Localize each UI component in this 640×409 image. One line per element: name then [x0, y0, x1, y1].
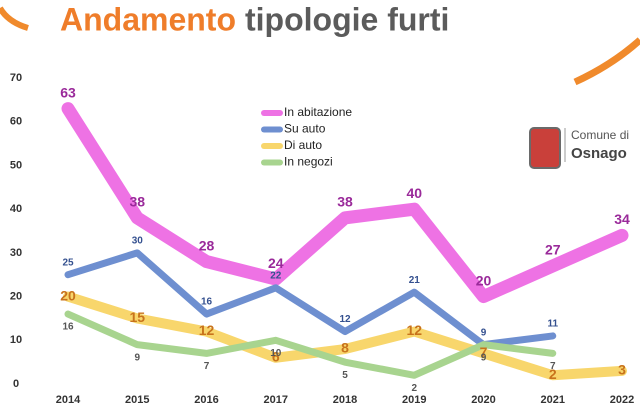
- data-label: 12: [339, 314, 351, 325]
- data-label: 2: [411, 383, 417, 394]
- chart-title: Andamento: [60, 1, 236, 37]
- x-tick-label: 2016: [194, 394, 218, 406]
- data-label: 21: [409, 275, 421, 286]
- y-tick-label: 10: [10, 334, 22, 346]
- legend-label: Di auto: [284, 138, 322, 152]
- series-line: [61, 102, 629, 304]
- data-label: 11: [547, 319, 558, 330]
- data-label: 15: [129, 309, 145, 325]
- data-label: 2: [549, 366, 557, 382]
- data-label: 10: [270, 348, 282, 359]
- legend-label: In abitazione: [284, 105, 352, 119]
- data-label: 40: [406, 185, 422, 201]
- legend-label: In negozi: [284, 155, 333, 169]
- y-tick-label: 30: [10, 247, 22, 259]
- logo-shield: [529, 127, 561, 169]
- chart-title: tipologie furti: [245, 1, 449, 37]
- data-label: 27: [545, 242, 561, 258]
- data-label: 7: [550, 361, 556, 372]
- series-line: [63, 291, 627, 381]
- data-label: 20: [60, 287, 76, 303]
- y-tick-label: 40: [10, 203, 22, 215]
- data-label: 9: [134, 352, 140, 363]
- series-line: [64, 249, 557, 349]
- data-label: 12: [406, 322, 422, 338]
- data-label: 7: [204, 361, 210, 372]
- data-label: 28: [199, 237, 215, 253]
- decor-arc: [0, 6, 29, 31]
- data-label: 3: [618, 362, 626, 378]
- y-tick-label: 70: [10, 72, 22, 84]
- x-tick-label: 2019: [402, 394, 426, 406]
- x-tick-label: 2017: [264, 394, 288, 406]
- data-label: 6: [272, 348, 280, 364]
- logo-text: Comune di: [571, 128, 629, 142]
- data-label: 22: [270, 270, 282, 281]
- x-tick-label: 2022: [610, 394, 634, 406]
- x-tick-label: 2015: [125, 394, 149, 406]
- series-line: [64, 310, 557, 379]
- data-label: 5: [342, 370, 348, 381]
- data-label: 9: [481, 327, 487, 338]
- data-label: 16: [201, 297, 213, 308]
- data-label: 38: [129, 194, 145, 210]
- data-label: 12: [199, 322, 215, 338]
- data-label: 20: [476, 272, 492, 288]
- x-tick-label: 2020: [471, 394, 495, 406]
- data-label: 8: [341, 340, 349, 356]
- data-label: 34: [614, 211, 630, 227]
- data-label: 38: [337, 194, 353, 210]
- data-label: 30: [132, 235, 144, 246]
- x-tick-label: 2014: [56, 394, 81, 406]
- data-label: 16: [62, 322, 74, 333]
- data-label: 63: [60, 84, 76, 100]
- y-tick-label: 60: [10, 116, 22, 128]
- x-tick-label: 2018: [333, 394, 357, 406]
- legend-label: Su auto: [284, 122, 326, 136]
- y-tick-label: 20: [10, 290, 22, 302]
- x-tick-label: 2021: [541, 394, 565, 406]
- decor-arc: [573, 37, 640, 86]
- logo-text: Osnago: [571, 145, 627, 162]
- data-label: 24: [268, 255, 284, 271]
- data-label: 25: [62, 257, 74, 268]
- logo: Comune di Osnago: [529, 127, 629, 169]
- y-tick-label: 50: [10, 159, 22, 171]
- y-tick-label: 0: [13, 378, 19, 390]
- data-label: 9: [481, 352, 487, 363]
- data-label: 7: [480, 344, 488, 360]
